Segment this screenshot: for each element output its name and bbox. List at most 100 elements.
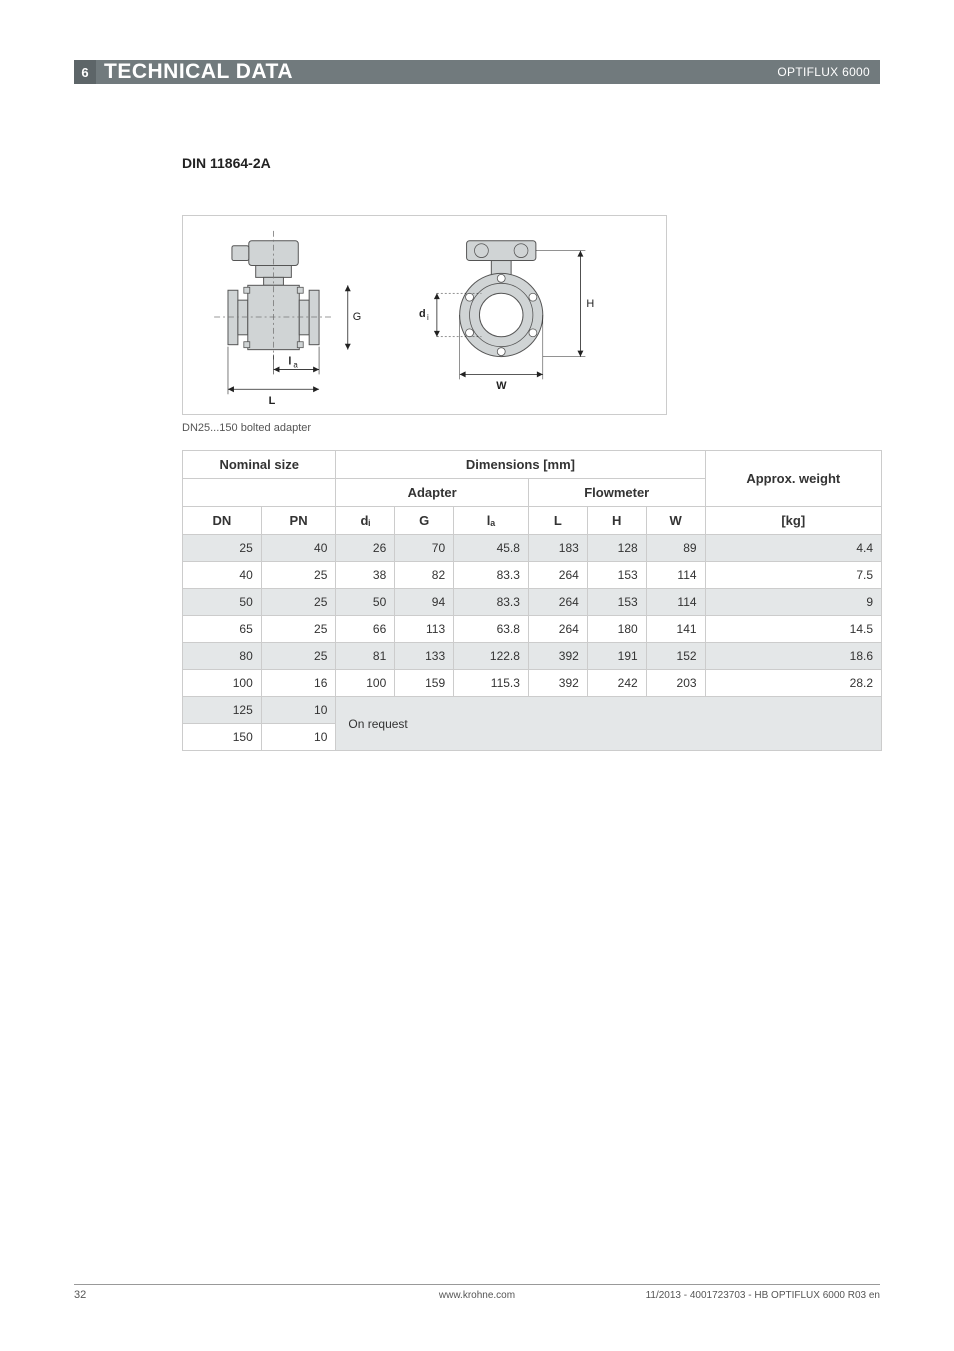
footer-doc-info: 11/2013 - 4001723703 - HB OPTIFLUX 6000 … [646,1290,880,1301]
header-product: OPTIFLUX 6000 [777,65,870,79]
table-cell: 89 [646,535,705,562]
table-row: 4025388283.32641531147.5 [183,562,882,589]
table-cell: 38 [336,562,395,589]
table-cell: 159 [395,670,454,697]
table-cell: 191 [587,643,646,670]
table-cell: 83.3 [454,562,529,589]
th-weight: Approx. weight [705,451,881,507]
svg-text:H: H [586,298,594,310]
table-cell: 180 [587,616,646,643]
table-cell: 10 [261,724,336,751]
table-cell: 153 [587,589,646,616]
th-flowmeter: Flowmeter [528,479,705,507]
table-row: 65256611363.826418014114.5 [183,616,882,643]
th-blank [183,479,336,507]
svg-text:d: d [419,308,426,320]
technical-diagram: G l a L [183,216,666,414]
transmitter-right [467,241,536,276]
dim-la: l a [274,347,320,375]
table-cell: 70 [395,535,454,562]
table-cell: 152 [646,643,705,670]
dim-H: H [536,251,594,357]
svg-text:l: l [288,356,291,368]
header-title: TECHNICAL DATA [104,60,293,84]
th-di: dᵢ [336,507,395,535]
table-cell: 203 [646,670,705,697]
table-cell: 9 [705,589,881,616]
table-row: 12510On request [183,697,882,724]
th-dn: DN [183,507,262,535]
th-nominal-size: Nominal size [183,451,336,479]
table-cell: 141 [646,616,705,643]
table-cell: 25 [261,562,336,589]
dimensions-table: Nominal size Dimensions [mm] Approx. wei… [182,450,882,751]
table-cell: 18.6 [705,643,881,670]
svg-text:a: a [293,360,298,369]
table-cell: 100 [336,670,395,697]
table-cell: 14.5 [705,616,881,643]
table-row: 10016100159115.339224220328.2 [183,670,882,697]
table-cell: 66 [336,616,395,643]
table-cell: 7.5 [705,562,881,589]
table-cell: 242 [587,670,646,697]
table-row: 802581133122.839219115218.6 [183,643,882,670]
table-cell: 16 [261,670,336,697]
header-left: 6 TECHNICAL DATA [74,60,293,84]
th-h: H [587,507,646,535]
table-cell: 392 [528,643,587,670]
table-cell: 150 [183,724,262,751]
svg-text:i: i [427,313,429,322]
table-cell: 183 [528,535,587,562]
table-cell: 25 [261,589,336,616]
table-header-row-3: DN PN dᵢ G lₐ L H W [kg] [183,507,882,535]
table-cell: 133 [395,643,454,670]
table-cell: 25 [261,616,336,643]
table-cell: 113 [395,616,454,643]
svg-text:G: G [353,311,361,323]
table-cell: 10 [261,697,336,724]
table-cell: 40 [261,535,336,562]
table-cell-on-request: On request [336,697,882,751]
table-cell: 63.8 [454,616,529,643]
footer-url: www.krohne.com [439,1290,515,1301]
table-cell: 82 [395,562,454,589]
table-cell: 25 [183,535,262,562]
th-l: L [528,507,587,535]
th-kg: [kg] [705,507,881,535]
table-cell: 114 [646,589,705,616]
table-cell: 392 [528,670,587,697]
footer-page-number: 32 [74,1289,86,1301]
diagram-container: G l a L [182,215,667,415]
footer: 32 www.krohne.com 11/2013 - 4001723703 -… [74,1284,880,1301]
section-number: 6 [74,60,96,84]
table-row: 5025509483.32641531149 [183,589,882,616]
th-g: G [395,507,454,535]
table-cell: 122.8 [454,643,529,670]
table-cell: 128 [587,535,646,562]
table-cell: 80 [183,643,262,670]
svg-text:W: W [496,380,507,392]
section-title: DIN 11864-2A [182,155,271,171]
table-cell: 81 [336,643,395,670]
th-pn: PN [261,507,336,535]
table-cell: 25 [261,643,336,670]
th-adapter: Adapter [336,479,529,507]
table-cell: 50 [183,589,262,616]
table-cell: 45.8 [454,535,529,562]
table-cell: 26 [336,535,395,562]
table-row: 2540267045.8183128894.4 [183,535,882,562]
transmitter-left [232,241,298,286]
th-la: lₐ [454,507,529,535]
table-cell: 100 [183,670,262,697]
header-bar: 6 TECHNICAL DATA OPTIFLUX 6000 [74,60,880,84]
table-cell: 115.3 [454,670,529,697]
table-cell: 264 [528,562,587,589]
svg-text:L: L [269,395,276,407]
table-cell: 65 [183,616,262,643]
table-cell: 94 [395,589,454,616]
table-header-row-1: Nominal size Dimensions [mm] Approx. wei… [183,451,882,479]
flange-front [460,273,543,356]
table-cell: 264 [528,616,587,643]
dim-g: G [345,285,361,349]
th-w: W [646,507,705,535]
